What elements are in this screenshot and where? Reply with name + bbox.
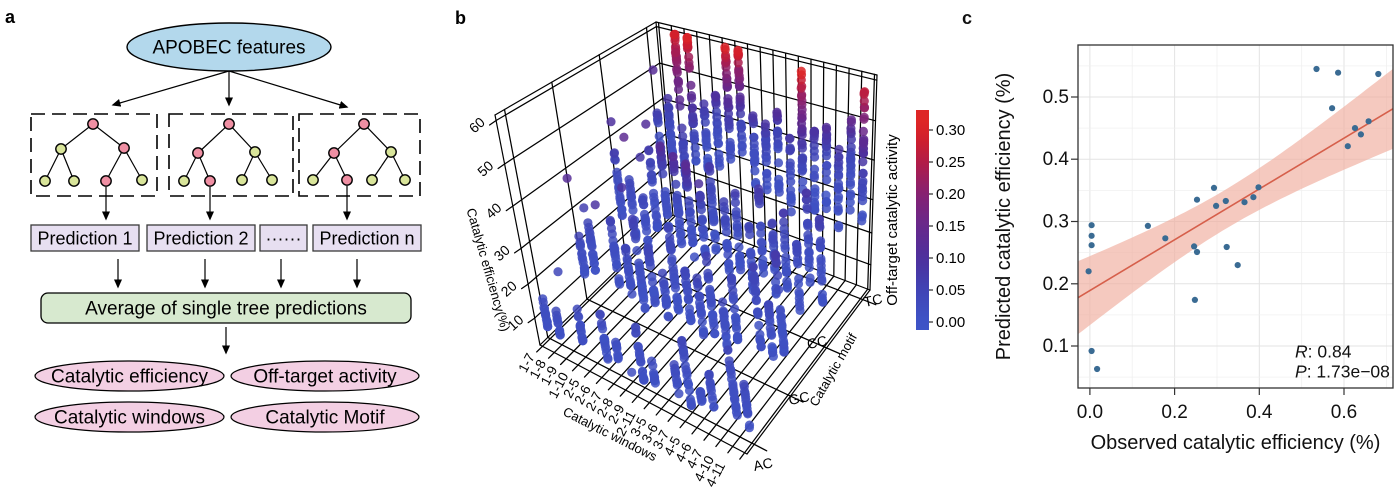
svg-text:b: b	[455, 8, 466, 28]
svg-text:Predicted catalytic efficiency: Predicted catalytic efficiency (%)	[993, 73, 1015, 361]
svg-text:CC: CC	[805, 332, 828, 352]
svg-text:0.25: 0.25	[936, 154, 965, 171]
svg-text:0.4: 0.4	[1043, 149, 1070, 170]
svg-text:Catalytic windows: Catalytic windows	[54, 408, 205, 429]
svg-text:TC: TC	[862, 290, 884, 310]
svg-text:0.20: 0.20	[936, 186, 965, 203]
svg-text:0.4: 0.4	[1246, 402, 1273, 423]
svg-text:Prediction 2: Prediction 2	[153, 229, 248, 249]
svg-text:0.6: 0.6	[1331, 402, 1357, 423]
svg-text:APOBEC features: APOBEC features	[152, 38, 305, 59]
svg-text:0.3: 0.3	[1043, 212, 1069, 233]
svg-text:50: 50	[474, 157, 496, 179]
svg-text:······: ······	[266, 229, 302, 249]
svg-text:Prediction n: Prediction n	[319, 229, 414, 249]
svg-text:Catalytic efficiency(%): Catalytic efficiency(%)	[464, 206, 514, 333]
svg-text:P: 1.73e−08: P: 1.73e−08	[1295, 362, 1390, 382]
svg-text:Observed catalytic efficiency: Observed catalytic efficiency (%)	[1091, 432, 1381, 454]
svg-text:Prediction 1: Prediction 1	[37, 229, 132, 249]
svg-text:0.2: 0.2	[1043, 274, 1069, 295]
svg-text:0.30: 0.30	[936, 122, 965, 139]
svg-text:0.2: 0.2	[1161, 402, 1187, 423]
svg-text:Off-target activity: Off-target activity	[253, 367, 397, 388]
svg-text:0.15: 0.15	[936, 218, 965, 235]
svg-text:0.05: 0.05	[936, 282, 965, 299]
svg-text:0.10: 0.10	[936, 250, 965, 267]
svg-text:0.5: 0.5	[1043, 87, 1069, 108]
svg-text:Catalytic Motif: Catalytic Motif	[265, 408, 385, 429]
svg-text:0.00: 0.00	[936, 314, 965, 331]
svg-text:0.0: 0.0	[1077, 402, 1103, 423]
svg-text:AC: AC	[752, 454, 774, 474]
svg-text:Average of single tree predict: Average of single tree predictions	[85, 299, 367, 320]
svg-text:40: 40	[482, 199, 504, 221]
svg-text:60: 60	[466, 114, 488, 136]
svg-text:Off-target catalytic activity: Off-target catalytic activity	[884, 134, 901, 306]
svg-text:Catalytic efficiency: Catalytic efficiency	[51, 367, 208, 388]
svg-text:GC: GC	[787, 388, 811, 408]
svg-text:c: c	[962, 8, 972, 28]
svg-text:R: 0.84: R: 0.84	[1295, 342, 1352, 362]
svg-text:a: a	[5, 7, 16, 27]
svg-text:0.1: 0.1	[1043, 336, 1069, 357]
